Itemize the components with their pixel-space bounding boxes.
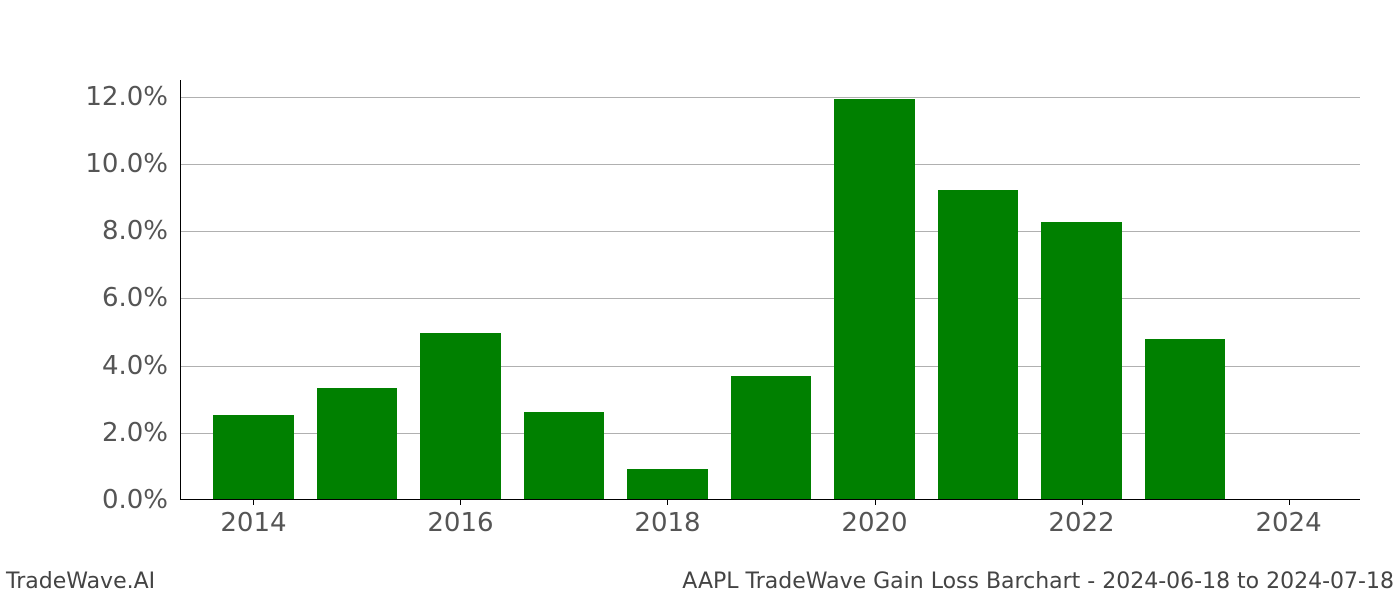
x-tick-label: 2022 (1048, 508, 1114, 538)
plot-area: 0.0%2.0%4.0%6.0%8.0%10.0%12.0%2014201620… (180, 80, 1360, 500)
y-tick-label: 2.0% (102, 418, 168, 448)
gridline (181, 97, 1360, 98)
x-tick (1082, 499, 1083, 505)
x-tick-label: 2020 (841, 508, 907, 538)
y-tick-label: 0.0% (102, 485, 168, 515)
bar-2020 (834, 99, 915, 499)
x-tick-label: 2018 (634, 508, 700, 538)
y-tick-label: 8.0% (102, 216, 168, 246)
x-tick (1289, 499, 1290, 505)
x-tick-label: 2016 (427, 508, 493, 538)
bar-2023 (1145, 339, 1226, 499)
footer-left-text: TradeWave.AI (6, 569, 155, 594)
x-tick (875, 499, 876, 505)
y-tick-label: 4.0% (102, 351, 168, 381)
gridline (181, 298, 1360, 299)
footer-right-text: AAPL TradeWave Gain Loss Barchart - 2024… (682, 569, 1394, 594)
bar-2022 (1041, 222, 1122, 499)
chart-container: 0.0%2.0%4.0%6.0%8.0%10.0%12.0%2014201620… (180, 80, 1360, 500)
bar-2017 (524, 412, 605, 499)
bar-2016 (420, 333, 501, 499)
x-tick-label: 2024 (1255, 508, 1321, 538)
y-tick-label: 6.0% (102, 283, 168, 313)
gridline (181, 231, 1360, 232)
bar-2018 (627, 469, 708, 499)
x-tick-label: 2014 (220, 508, 286, 538)
x-tick (667, 499, 668, 505)
bar-2014 (213, 415, 294, 499)
gridline (181, 164, 1360, 165)
x-tick (253, 499, 254, 505)
y-tick-label: 10.0% (85, 149, 168, 179)
x-tick (460, 499, 461, 505)
bar-2019 (731, 376, 812, 499)
bar-2021 (938, 190, 1019, 499)
bar-2015 (317, 388, 398, 499)
y-tick-label: 12.0% (85, 82, 168, 112)
